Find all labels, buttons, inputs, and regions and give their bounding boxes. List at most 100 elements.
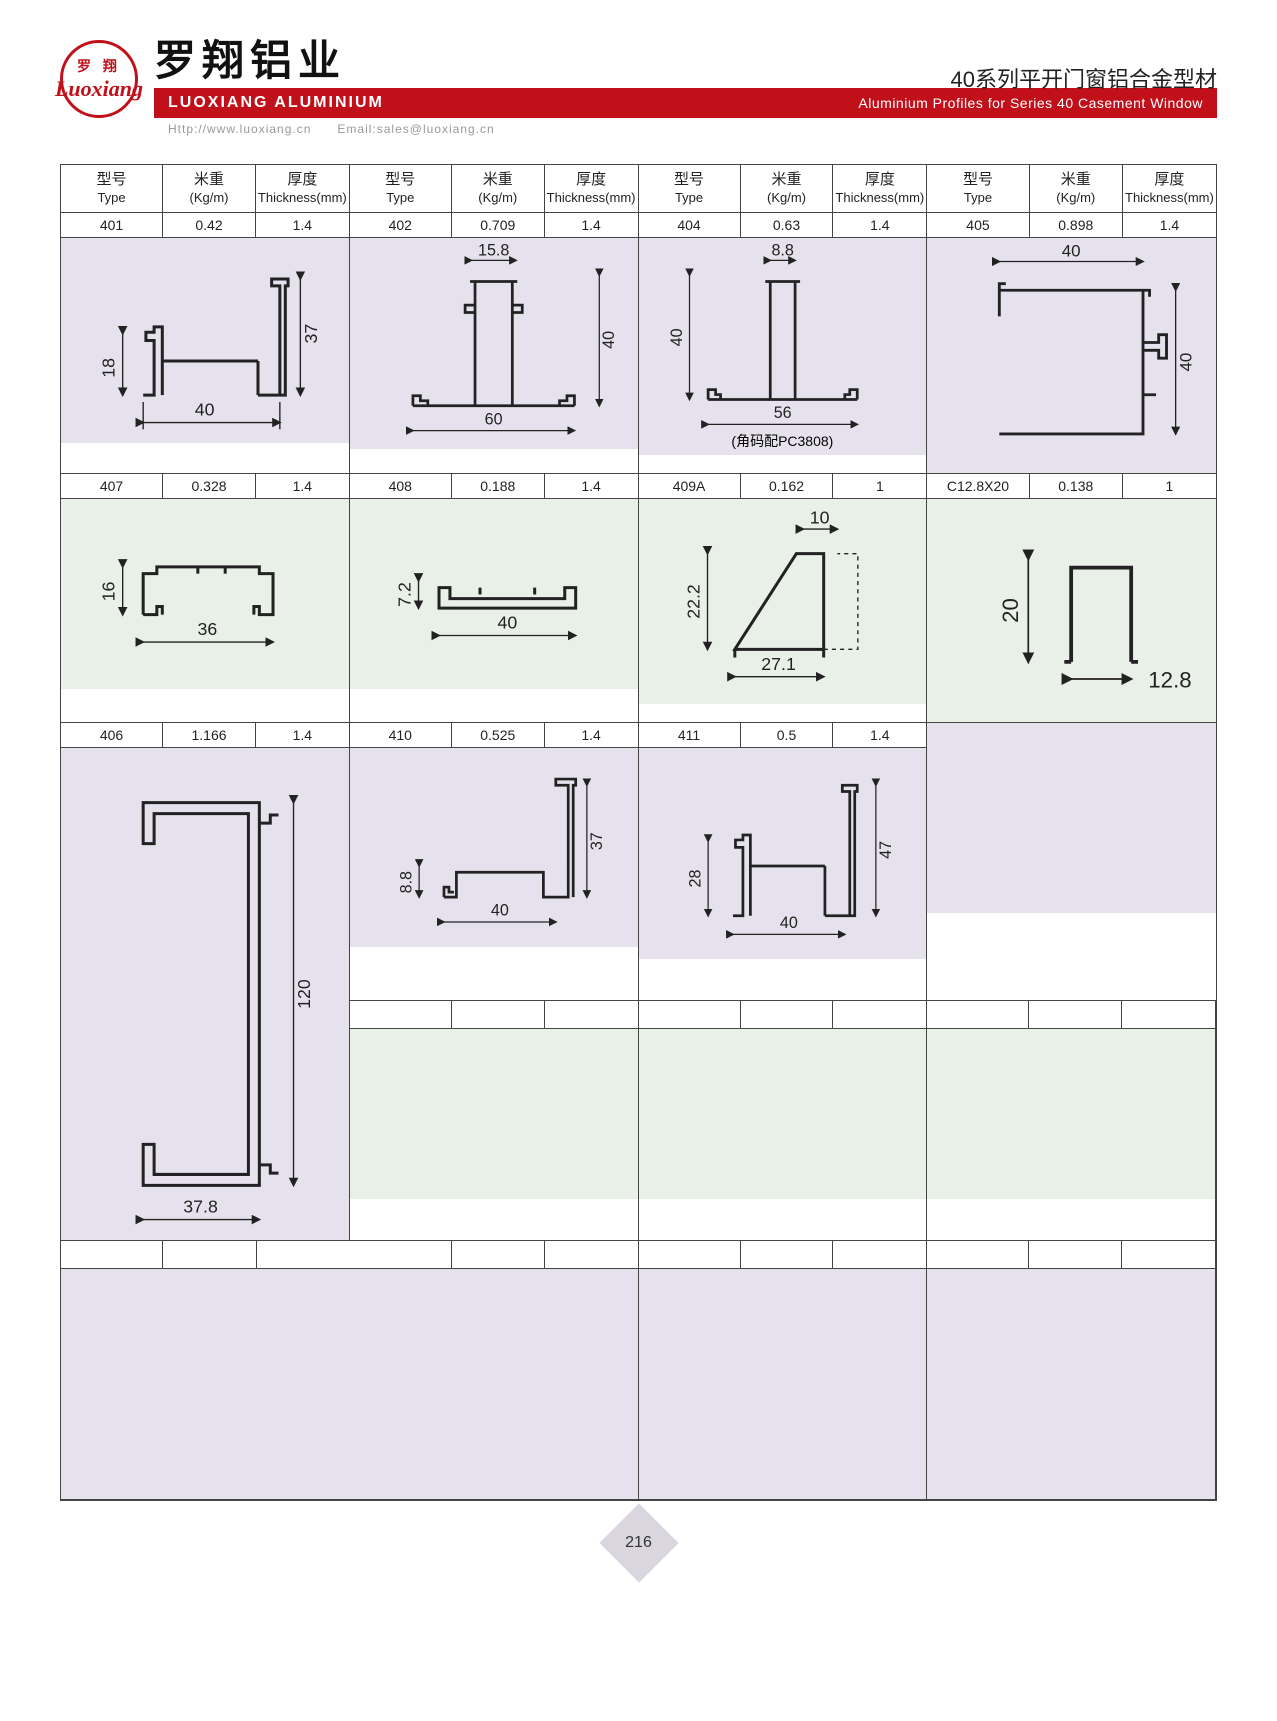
val-thick: 1.4 [1123, 213, 1216, 237]
svg-text:10: 10 [809, 508, 829, 528]
empty-spec [350, 1001, 638, 1029]
val-type: 408 [350, 474, 452, 498]
spec-row: 401 0.42 1.4 [61, 213, 349, 238]
profile-drawing: 15.8 60 40 [350, 238, 638, 449]
grid-cell: 型号Type 米重(Kg/m) 厚度Thickness(mm) 402 0.70… [350, 165, 639, 474]
col-weight: 米重(Kg/m) [741, 165, 834, 212]
grid-cell: 410 0.525 1.4 40 8.8 37 [350, 723, 639, 1001]
spec-row: 405 0.898 1.4 [927, 213, 1216, 238]
empty-drawing [639, 1029, 927, 1199]
val-thick: 1.4 [256, 474, 349, 498]
val-thick: 1.4 [256, 213, 349, 237]
val-thick: 1.4 [545, 723, 638, 747]
svg-text:40: 40 [195, 400, 215, 420]
empty-spec [927, 1241, 1215, 1269]
val-type: C12.8X20 [927, 474, 1029, 498]
grid-cell: 型号Type 米重(Kg/m) 厚度Thickness(mm) 401 0.42… [61, 165, 350, 474]
val-weight: 0.525 [452, 723, 545, 747]
grid-cell [927, 723, 1216, 1001]
svg-text:12.8: 12.8 [1149, 668, 1192, 693]
profile-drawing: 40 28 47 [639, 748, 927, 959]
val-thick: 1.4 [545, 474, 638, 498]
val-type: 402 [350, 213, 452, 237]
val-thick: 1 [833, 474, 926, 498]
grid-cell [927, 1241, 1216, 1500]
spec-row: 404 0.63 1.4 [639, 213, 927, 238]
val-weight: 0.138 [1030, 474, 1123, 498]
grid-cell [350, 1241, 639, 1500]
profile-drawing: 40 40 [927, 238, 1216, 473]
empty-drawing [927, 1029, 1215, 1199]
column-header: 型号Type 米重(Kg/m) 厚度Thickness(mm) [927, 165, 1216, 213]
svg-text:120: 120 [294, 979, 314, 1009]
profile-drawing: 10 27.1 22.2 [639, 499, 927, 704]
grid-cell: 408 0.188 1.4 40 7.2 [350, 474, 639, 723]
svg-text:28: 28 [686, 869, 704, 887]
empty-drawing [61, 1269, 350, 1499]
page-number-badge: 216 [611, 1515, 667, 1571]
spec-row: C12.8X20 0.138 1 [927, 474, 1216, 499]
val-weight: 0.898 [1030, 213, 1123, 237]
spec-row: 407 0.328 1.4 [61, 474, 349, 499]
profile-drawing: 8.8 56 40 (角码配PC3808) [639, 238, 927, 455]
col-thick: 厚度Thickness(mm) [256, 165, 349, 212]
val-weight: 0.42 [163, 213, 256, 237]
catalog-page: 罗 翔 Luoxiang 罗翔铝业 LUOXIANG ALUMINIUM Alu… [0, 0, 1277, 1591]
brand-logo: 罗 翔 Luoxiang [60, 40, 138, 118]
val-type: 410 [350, 723, 452, 747]
val-type: 406 [61, 723, 163, 747]
col-weight: 米重(Kg/m) [1030, 165, 1123, 212]
svg-text:8.8: 8.8 [771, 241, 793, 259]
val-weight: 0.188 [452, 474, 545, 498]
val-weight: 0.709 [452, 213, 545, 237]
val-thick: 1 [1123, 474, 1216, 498]
svg-text:18: 18 [99, 358, 119, 378]
svg-text:8.8: 8.8 [398, 871, 416, 893]
val-type: 404 [639, 213, 741, 237]
url-text: Http://www.luoxiang.cn [168, 122, 311, 136]
profile-grid: 型号Type 米重(Kg/m) 厚度Thickness(mm) 401 0.42… [60, 164, 1217, 1501]
column-header: 型号Type 米重(Kg/m) 厚度Thickness(mm) [61, 165, 349, 213]
val-weight: 1.166 [163, 723, 256, 747]
svg-text:56: 56 [773, 404, 791, 422]
col-thick: 厚度Thickness(mm) [833, 165, 926, 212]
bar-left-text: LUOXIANG ALUMINIUM [168, 94, 384, 112]
profile-drawing: 36 16 [61, 499, 349, 689]
grid-cell [639, 1001, 928, 1241]
col-type: 型号Type [639, 165, 741, 212]
val-type: 407 [61, 474, 163, 498]
col-weight: 米重(Kg/m) [452, 165, 545, 212]
svg-text:16: 16 [99, 581, 119, 601]
val-weight: 0.63 [741, 213, 834, 237]
val-thick: 1.4 [833, 213, 926, 237]
spec-row: 411 0.5 1.4 [639, 723, 927, 748]
logo-cn: 罗 翔 [77, 56, 121, 76]
profile-note: (角码配PC3808) [639, 431, 927, 451]
column-header: 型号Type 米重(Kg/m) 厚度Thickness(mm) [639, 165, 927, 213]
col-type: 型号Type [350, 165, 452, 212]
grid-cell [927, 1001, 1216, 1241]
svg-text:37: 37 [588, 832, 606, 850]
svg-text:7.2: 7.2 [394, 582, 414, 607]
grid-cell [639, 1241, 928, 1500]
profile-drawing: 37.8 120 [61, 748, 349, 1240]
grid-cell: C12.8X20 0.138 1 12.8 20 [927, 474, 1216, 723]
col-weight: 米重(Kg/m) [163, 165, 256, 212]
page-number: 216 [625, 1534, 652, 1552]
profile-drawing: 40 7.2 [350, 499, 638, 689]
svg-text:60: 60 [485, 410, 503, 428]
series-title-cn: 40系列平开门窗铝合金型材 [951, 62, 1217, 94]
empty-spec [639, 1001, 927, 1029]
svg-text:47: 47 [876, 841, 894, 859]
svg-text:20: 20 [998, 598, 1023, 623]
bar-right-text: Aluminium Profiles for Series 40 Casemen… [858, 95, 1203, 111]
val-type: 409A [639, 474, 741, 498]
svg-text:37.8: 37.8 [183, 1197, 218, 1217]
val-weight: 0.162 [741, 474, 834, 498]
val-type: 401 [61, 213, 163, 237]
grid-cell [61, 1241, 350, 1500]
val-thick: 1.4 [256, 723, 349, 747]
empty-drawing [927, 723, 1216, 913]
grid-cell [350, 1001, 639, 1241]
col-type: 型号Type [61, 165, 163, 212]
